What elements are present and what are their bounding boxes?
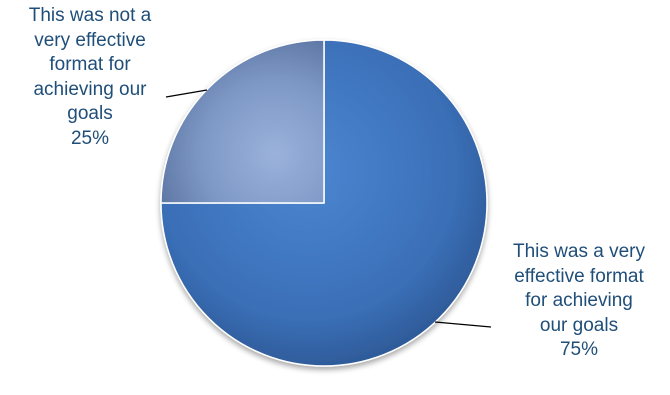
slice-label-line: for achieving (525, 290, 633, 311)
slice-label-line: This was not a (28, 5, 152, 26)
slice-value-label: 25% (70, 127, 110, 149)
slice-label-not-effective: This was not a very effective format for… (0, 4, 180, 151)
slice-label-line: goals (67, 103, 113, 124)
pie-slice-0 (160, 39, 488, 367)
slice-label-line: This was a very (513, 241, 645, 262)
slice-label-line: format for (49, 54, 131, 75)
slice-label-line: effective format (514, 265, 644, 287)
slice-label-very-effective: This was a very effective format for ach… (488, 240, 670, 363)
slice-label-line: our goals (539, 314, 619, 336)
leader-line-1 (165, 89, 208, 98)
pie-slice-1 (160, 39, 325, 204)
slice-label-line: achieving our (33, 78, 147, 100)
slice-value-label: 75% (559, 339, 599, 360)
slice-label-line: very effective (34, 29, 146, 51)
leader-line-0 (434, 321, 492, 328)
